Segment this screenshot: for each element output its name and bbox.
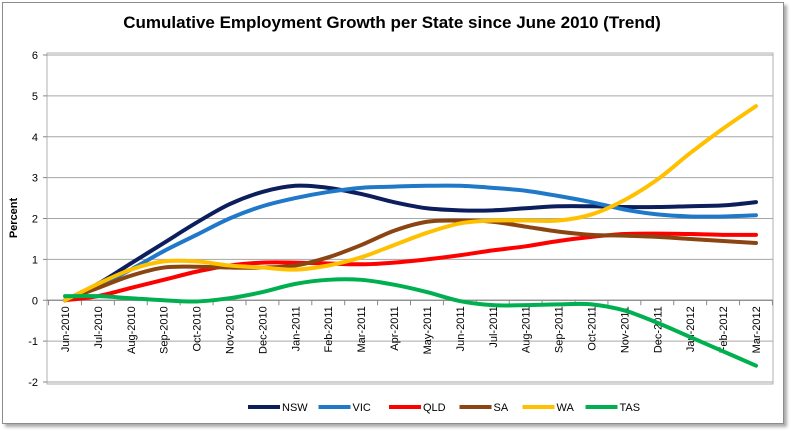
legend-label-vic: VIC (353, 402, 371, 414)
series-line-qld (63, 231, 758, 303)
x-tick-label: Sep-2011 (554, 306, 566, 353)
x-tick-label: Aug-2011 (521, 306, 533, 353)
series-line-wa (63, 104, 758, 303)
y-tick-label: 5 (32, 91, 38, 103)
legend-label-wa: WA (557, 402, 575, 414)
x-tick-label: Sep-2010 (159, 306, 171, 354)
x-tick-label: Oct-2010 (192, 306, 204, 351)
y-tick-label: 3 (32, 173, 38, 185)
series-line-sa (63, 218, 758, 303)
legend-label-nsw: NSW (282, 402, 308, 414)
y-tick-label: 1 (32, 254, 38, 266)
x-tick-label: Dec-2011 (652, 306, 664, 353)
series-line-nsw (63, 183, 758, 303)
y-tick-label: 4 (32, 132, 38, 144)
x-tick-label: Jan-2011 (290, 306, 302, 351)
x-tick-label: Feb-2011 (323, 306, 335, 352)
y-tick-label: -1 (28, 336, 38, 348)
y-tick-label: 2 (32, 214, 38, 226)
y-axis-label: Percent (8, 197, 20, 238)
x-tick-label: Jan-2012 (685, 306, 697, 352)
legend-label-tas: TAS (620, 402, 641, 414)
x-tick-label: Feb-2012 (718, 306, 730, 353)
x-tick-label: Nov-2010 (225, 306, 237, 354)
x-tick-label: Apr-2011 (389, 306, 401, 350)
series-line-tas (63, 277, 758, 368)
y-tick-label: 6 (32, 50, 38, 62)
x-tick-label: Jul-2011 (488, 306, 500, 347)
x-tick-label: Oct-2011 (586, 306, 598, 350)
chart-title: Cumulative Employment Growth per State s… (123, 13, 661, 32)
x-tick-label: Dec-2010 (257, 306, 269, 354)
x-tick-label: Aug-2010 (126, 306, 138, 354)
x-tick-label: Jul-2010 (93, 306, 105, 348)
legend-label-qld: QLD (423, 402, 446, 414)
x-tick-label: Nov-2011 (619, 306, 631, 353)
series-line-vic (63, 183, 758, 303)
y-tick-label: -2 (28, 377, 38, 389)
x-tick-label: Mar-2011 (356, 306, 368, 352)
x-tick-label: Jun-2010 (60, 306, 72, 352)
x-tick-label: May-2011 (422, 306, 434, 354)
y-tick-label: 0 (32, 295, 38, 307)
legend-label-sa: SA (494, 402, 509, 414)
x-tick-label: Jun-2011 (455, 306, 467, 351)
x-tick-label: Mar-2012 (751, 306, 763, 353)
